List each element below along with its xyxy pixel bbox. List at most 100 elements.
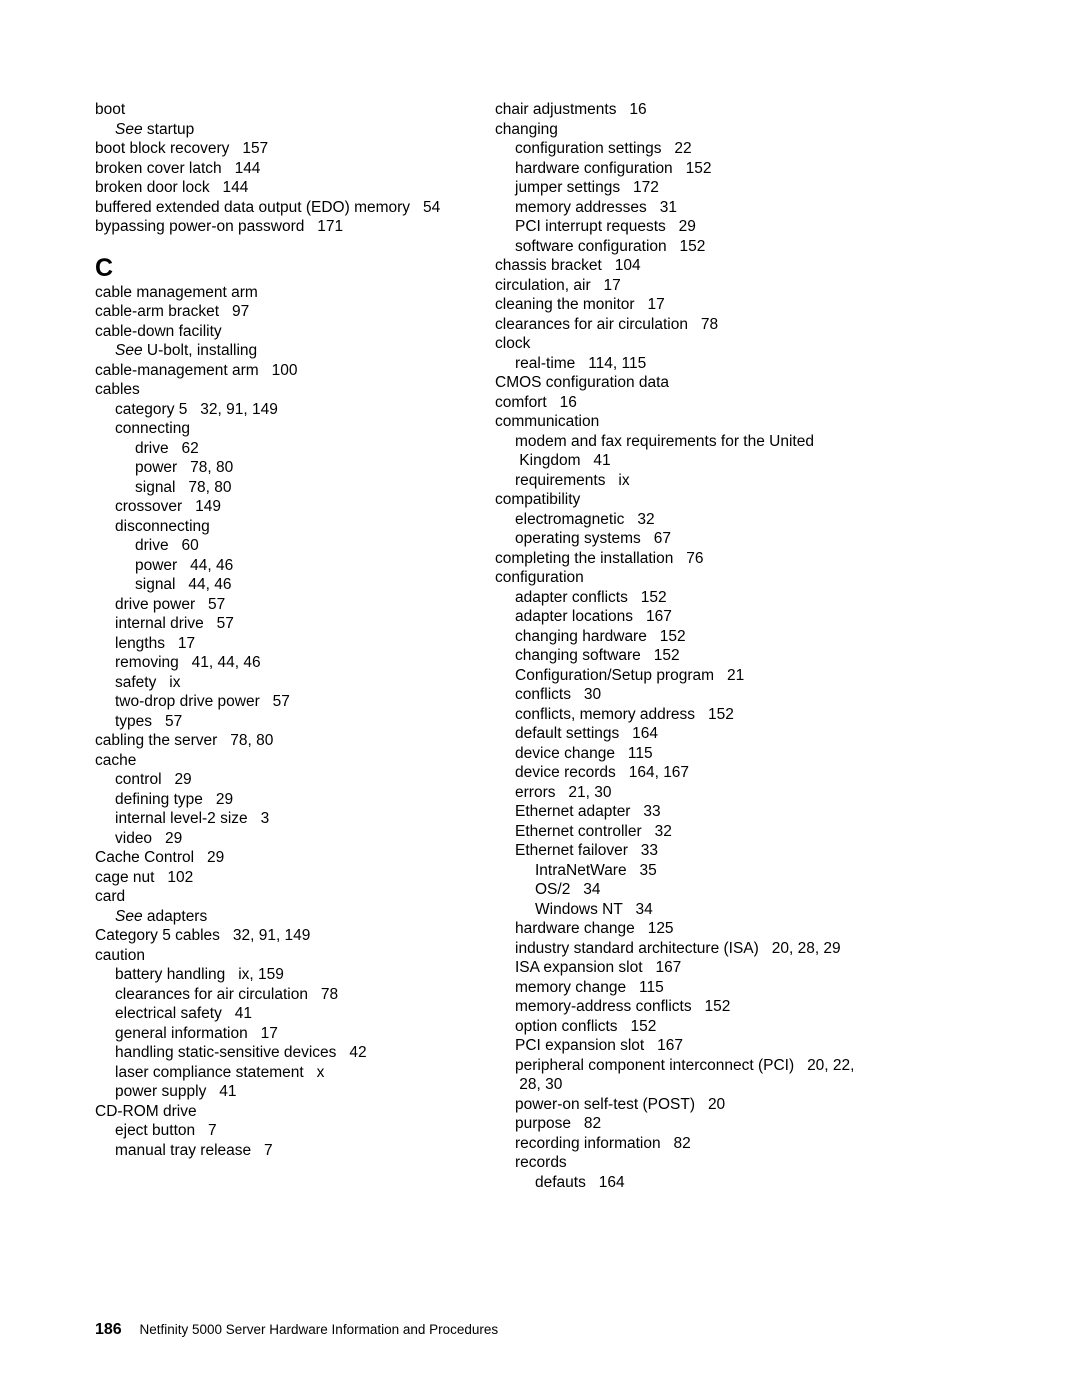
index-entry: conflicts 30 xyxy=(495,685,965,705)
index-entry: records xyxy=(495,1153,965,1173)
index-entry: category 5 32, 91, 149 xyxy=(95,400,485,420)
index-entry: IntraNetWare 35 xyxy=(495,861,965,881)
index-entry: memory-address conflicts 152 xyxy=(495,997,965,1017)
index-entry: signal 78, 80 xyxy=(95,478,485,498)
index-entry: completing the installation 76 xyxy=(495,549,965,569)
index-entry: broken cover latch 144 xyxy=(95,159,485,179)
index-entry: cables xyxy=(95,380,485,400)
index-entry: power supply 41 xyxy=(95,1082,485,1102)
index-entry: broken door lock 144 xyxy=(95,178,485,198)
index-entry: requirements ix xyxy=(495,471,965,491)
index-entry: cage nut 102 xyxy=(95,868,485,888)
index-entry: circulation, air 17 xyxy=(495,276,965,296)
index-entry: cache xyxy=(95,751,485,771)
index-entry: changing software 152 xyxy=(495,646,965,666)
index-entry: CD-ROM drive xyxy=(95,1102,485,1122)
index-entry: chair adjustments 16 xyxy=(495,100,965,120)
index-entry: disconnecting xyxy=(95,517,485,537)
index-entry: drive power 57 xyxy=(95,595,485,615)
index-entry: option conflicts 152 xyxy=(495,1017,965,1037)
index-entry: Windows NT 34 xyxy=(495,900,965,920)
index-entry: memory addresses 31 xyxy=(495,198,965,218)
index-entry: boot xyxy=(95,100,485,120)
index-entry: cable-down facility xyxy=(95,322,485,342)
index-entry: caution xyxy=(95,946,485,966)
index-entry: operating systems 67 xyxy=(495,529,965,549)
index-entry: card xyxy=(95,887,485,907)
index-entry: manual tray release 7 xyxy=(95,1141,485,1161)
index-entry: clearances for air circulation 78 xyxy=(495,315,965,335)
index-entry: buffered extended data output (EDO) memo… xyxy=(95,198,485,218)
index-entry: memory change 115 xyxy=(495,978,965,998)
index-entry: defining type 29 xyxy=(95,790,485,810)
index-entry: cable-management arm 100 xyxy=(95,361,485,381)
index-entry: communication xyxy=(495,412,965,432)
index-entry: Category 5 cables 32, 91, 149 xyxy=(95,926,485,946)
page-number: 186 xyxy=(95,1321,122,1338)
index-entry: Kingdom 41 xyxy=(495,451,965,471)
index-entry: recording information 82 xyxy=(495,1134,965,1154)
index-entry: laser compliance statement x xyxy=(95,1063,485,1083)
index-entry: boot block recovery 157 xyxy=(95,139,485,159)
index-entry: clearances for air circulation 78 xyxy=(95,985,485,1005)
section-letter: C xyxy=(95,237,485,283)
index-entry: device change 115 xyxy=(495,744,965,764)
index-entry: PCI expansion slot 167 xyxy=(495,1036,965,1056)
index-entry: electrical safety 41 xyxy=(95,1004,485,1024)
index-entry: CMOS configuration data xyxy=(495,373,965,393)
index-entry: crossover 149 xyxy=(95,497,485,517)
index-entry: defauts 164 xyxy=(495,1173,965,1193)
index-entry: drive 62 xyxy=(95,439,485,459)
index-entry: jumper settings 172 xyxy=(495,178,965,198)
index-entry: 28, 30 xyxy=(495,1075,965,1095)
index-entry: software configuration 152 xyxy=(495,237,965,257)
index-entry: drive 60 xyxy=(95,536,485,556)
index-column-right: chair adjustments 16changingconfiguratio… xyxy=(495,100,965,1192)
index-entry: cleaning the monitor 17 xyxy=(495,295,965,315)
index-entry: safety ix xyxy=(95,673,485,693)
index-entry: errors 21, 30 xyxy=(495,783,965,803)
index-entry: ISA expansion slot 167 xyxy=(495,958,965,978)
index-entry: default settings 164 xyxy=(495,724,965,744)
index-entry: conflicts, memory address 152 xyxy=(495,705,965,725)
index-see-ref: See adapters xyxy=(95,907,485,927)
index-entry: adapter locations 167 xyxy=(495,607,965,627)
index-entry: configuration xyxy=(495,568,965,588)
index-entry: battery handling ix, 159 xyxy=(95,965,485,985)
index-entry: power-on self-test (POST) 20 xyxy=(495,1095,965,1115)
index-entry: lengths 17 xyxy=(95,634,485,654)
index-entry: hardware change 125 xyxy=(495,919,965,939)
index-entry: cable management arm xyxy=(95,283,485,303)
index-entry: internal level-2 size 3 xyxy=(95,809,485,829)
index-entry: eject button 7 xyxy=(95,1121,485,1141)
index-entry: peripheral component interconnect (PCI) … xyxy=(495,1056,965,1076)
index-entry: clock xyxy=(495,334,965,354)
index-entry: Ethernet adapter 33 xyxy=(495,802,965,822)
index-entry: modem and fax requirements for the Unite… xyxy=(495,432,965,452)
index-see-ref: See startup xyxy=(95,120,485,140)
index-entry: changing xyxy=(495,120,965,140)
index-entry: comfort 16 xyxy=(495,393,965,413)
index-entry: handling static-sensitive devices 42 xyxy=(95,1043,485,1063)
index-entry: cable-arm bracket 97 xyxy=(95,302,485,322)
index-entry: adapter conflicts 152 xyxy=(495,588,965,608)
index-entry: types 57 xyxy=(95,712,485,732)
index-entry: hardware configuration 152 xyxy=(495,159,965,179)
index-entry: removing 41, 44, 46 xyxy=(95,653,485,673)
index-entry: internal drive 57 xyxy=(95,614,485,634)
index-entry: configuration settings 22 xyxy=(495,139,965,159)
index-entry: two-drop drive power 57 xyxy=(95,692,485,712)
index-entry: industry standard architecture (ISA) 20,… xyxy=(495,939,965,959)
page-footer: 186 Netfinity 5000 Server Hardware Infor… xyxy=(95,1321,498,1339)
index-entry: compatibility xyxy=(495,490,965,510)
index-entry: general information 17 xyxy=(95,1024,485,1044)
index-entry: electromagnetic 32 xyxy=(495,510,965,530)
index-entry: power 44, 46 xyxy=(95,556,485,576)
index-entry: Configuration/Setup program 21 xyxy=(495,666,965,686)
index-entry: changing hardware 152 xyxy=(495,627,965,647)
index-entry: OS/2 34 xyxy=(495,880,965,900)
index-entry: device records 164, 167 xyxy=(495,763,965,783)
index-entry: video 29 xyxy=(95,829,485,849)
index-entry: control 29 xyxy=(95,770,485,790)
index-entry: bypassing power-on password 171 xyxy=(95,217,485,237)
